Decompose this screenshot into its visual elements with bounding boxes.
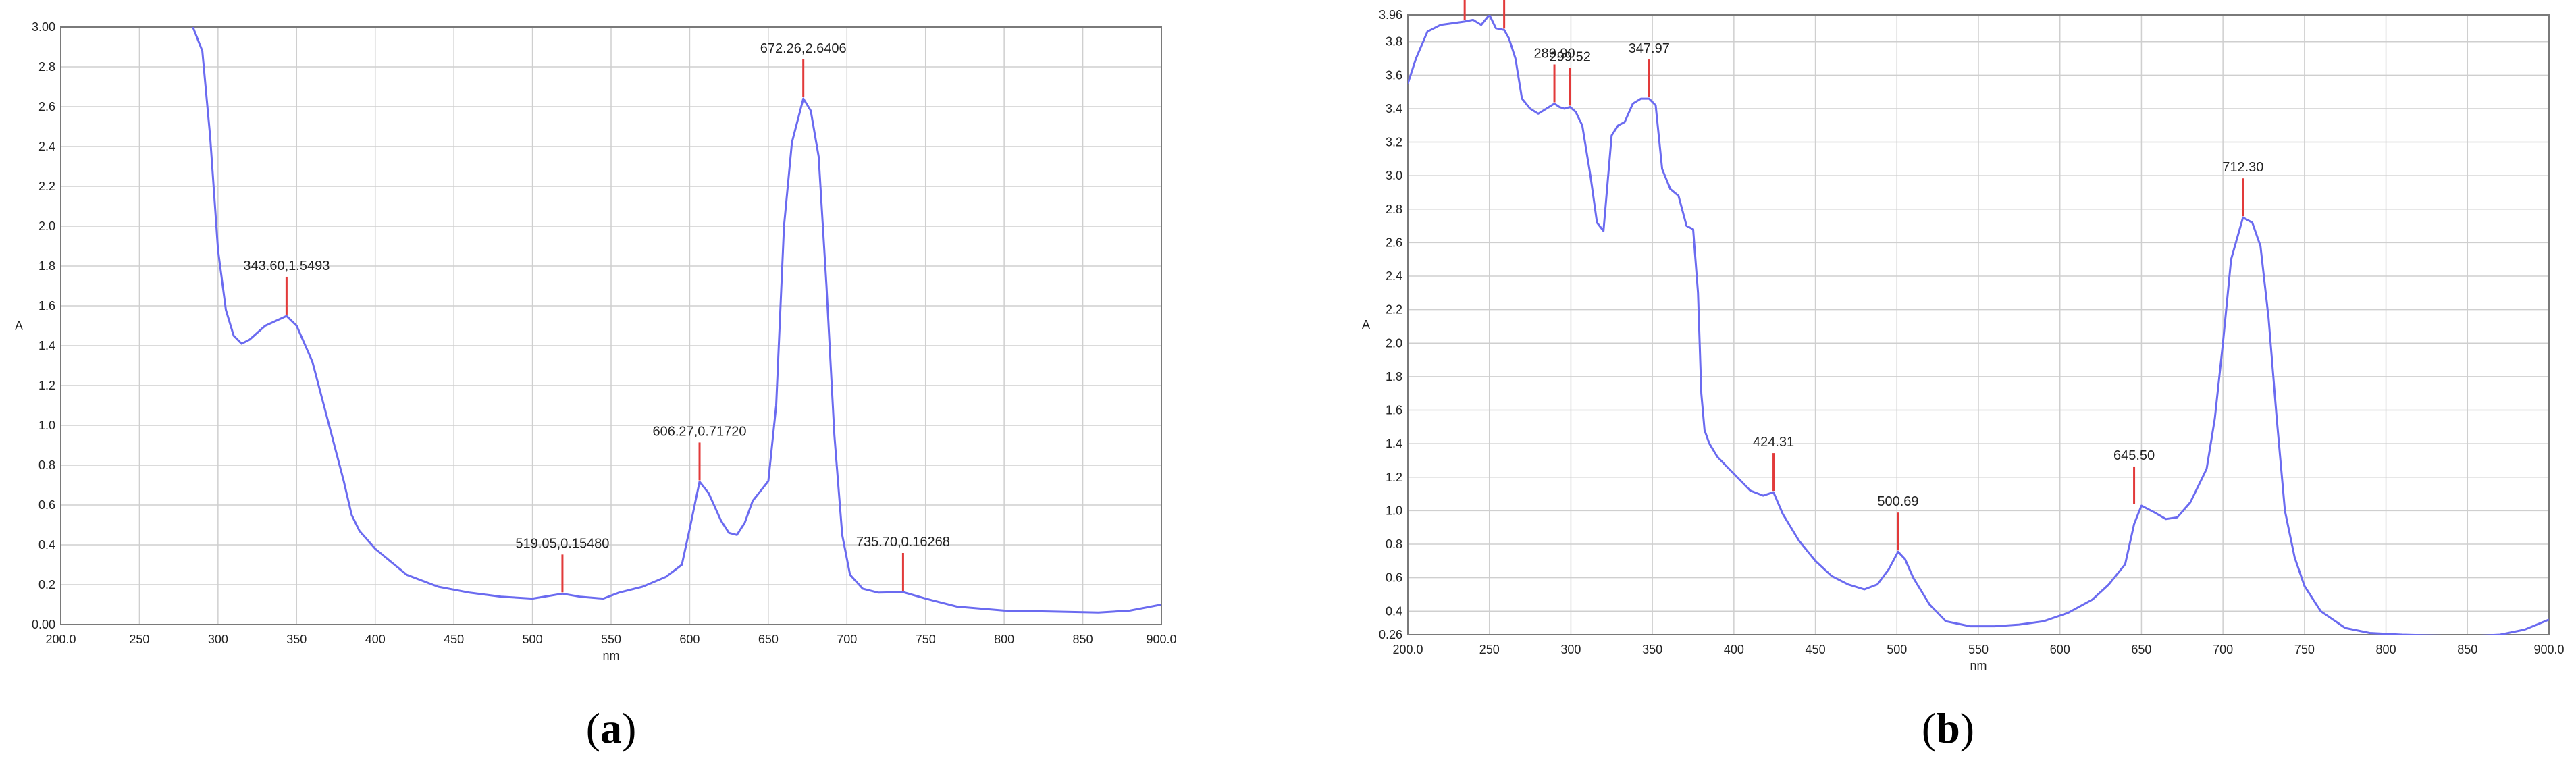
y-tick-label: 1.2 xyxy=(1386,471,1402,484)
y-tick-label: 0.2 xyxy=(38,578,55,591)
peak-label: 347.97 xyxy=(1629,41,1670,56)
y-tick-label: 2.8 xyxy=(38,60,55,74)
x-tick-label: 900.0 xyxy=(2533,643,2564,656)
peak-label: 424.31 xyxy=(1753,435,1794,450)
x-tick-label: 700 xyxy=(837,633,857,646)
y-tick-label: 1.2 xyxy=(38,379,55,392)
peak-label: 606.27,0.71720 xyxy=(653,424,747,439)
y-tick-label: 1.4 xyxy=(38,339,55,352)
y-tick-label: 0.00 xyxy=(32,618,55,631)
gridlines xyxy=(60,26,1162,625)
plot-frame xyxy=(60,26,1162,625)
spectrum-line xyxy=(192,27,1161,614)
peak-label: 299.52 xyxy=(1550,49,1591,64)
y-tick-label: 2.4 xyxy=(1386,269,1402,283)
x-tick-label: 600 xyxy=(679,633,700,646)
x-tick-label: 250 xyxy=(1479,643,1500,656)
peak-label: 672.26,2.6406 xyxy=(760,41,847,56)
y-tick-label: 0.8 xyxy=(38,458,55,472)
x-tick-label: 650 xyxy=(758,633,779,646)
x-tick-label: 550 xyxy=(601,633,621,646)
peak-label: 289.90 xyxy=(1533,46,1575,61)
y-tick-label: 0.4 xyxy=(38,538,55,552)
peak-label: 645.50 xyxy=(2113,448,2155,463)
chart-a: 200.0 250 300 350 400 450 500 550 600 650 700 750 80… xyxy=(15,20,1177,752)
x-tick-label: 450 xyxy=(1806,643,1826,656)
x-tick-label: 350 xyxy=(1642,643,1662,656)
y-tick-label: 0.4 xyxy=(1386,604,1402,618)
y-tick-label: 2.6 xyxy=(1386,236,1402,249)
panel-label-letter: a xyxy=(600,704,622,752)
x-tick-label: 500 xyxy=(1887,643,1907,656)
x-tick-label: 400 xyxy=(365,633,386,646)
y-tick-label: 3.4 xyxy=(1386,102,1402,115)
x-tick-label: 750 xyxy=(2294,643,2315,656)
x-axis-label: nm xyxy=(602,649,619,662)
x-tick-label: 850 xyxy=(1073,633,1093,646)
y-tick-label: 0.6 xyxy=(38,498,55,512)
x-tick-label: 800 xyxy=(994,633,1014,646)
peak-label: 735.70,0.16268 xyxy=(856,535,950,550)
x-tick-label: 650 xyxy=(2131,643,2151,656)
y-tick-label: 2.8 xyxy=(1386,203,1402,216)
x-tick-label: 200.0 xyxy=(1392,643,1423,656)
x-tick-label: 400 xyxy=(1724,643,1744,656)
y-axis-label: A xyxy=(15,319,23,333)
x-tick-label: 300 xyxy=(1560,643,1581,656)
y-tick-label: 2.0 xyxy=(1386,336,1402,350)
y-tick-label: 3.2 xyxy=(1386,136,1402,149)
x-tick-label: 500 xyxy=(523,633,543,646)
y-tick-label: 3.0 xyxy=(1386,169,1402,182)
y-tick-label: 1.8 xyxy=(1386,370,1402,383)
panel-label-close: ) xyxy=(1960,704,1974,752)
x-tick-label: 550 xyxy=(1968,643,1989,656)
x-axis-label: nm xyxy=(1970,659,1987,672)
y-tick-label: 1.6 xyxy=(38,299,55,313)
plot-frame xyxy=(1407,14,2550,635)
spectrum-line xyxy=(1408,15,2549,635)
y-tick-label: 2.0 xyxy=(38,219,55,233)
y-tick-label: 0.8 xyxy=(1386,537,1402,551)
y-tick-label: 1.0 xyxy=(38,419,55,432)
panel-label: (b) xyxy=(1922,704,1974,752)
y-tick-label: 3.8 xyxy=(1386,35,1402,49)
y-tick-label: 2.2 xyxy=(1386,303,1402,317)
x-tick-label: 700 xyxy=(2213,643,2233,656)
panel-label-letter: b xyxy=(1936,704,1960,752)
x-tick-label: 300 xyxy=(208,633,228,646)
chart-b: 200.0 250 300 350 400 450 500 550 600 650 700 750 80… xyxy=(1362,0,2565,752)
y-tick-label: 0.26 xyxy=(1379,628,1402,641)
peak-label: 712.30 xyxy=(2222,160,2263,175)
y-tick-label: 1.6 xyxy=(1386,404,1402,417)
x-tick-label: 450 xyxy=(444,633,464,646)
peak-label: 500.69 xyxy=(1877,494,1918,509)
x-tick-label: 600 xyxy=(2050,643,2070,656)
x-tick-label: 200.0 xyxy=(45,633,76,646)
x-tick-label: 850 xyxy=(2457,643,2477,656)
y-tick-label: 2.6 xyxy=(38,100,55,113)
panel-label-open: ( xyxy=(586,704,600,752)
y-tick-label: 2.2 xyxy=(38,180,55,193)
x-tick-label: 750 xyxy=(916,633,936,646)
y-tick-label: 3.00 xyxy=(32,20,55,34)
y-tick-label: 2.4 xyxy=(38,140,55,153)
x-tick-label: 800 xyxy=(2376,643,2396,656)
y-tick-label: 3.6 xyxy=(1386,68,1402,82)
panel-label: (a) xyxy=(586,704,637,752)
y-axis-label: A xyxy=(1362,318,1370,332)
y-tick-label: 3.96 xyxy=(1379,8,1402,22)
peak-label: 343.60,1.5493 xyxy=(243,259,330,273)
panel-label-close: ) xyxy=(622,704,636,752)
peak-label: 519.05,0.15480 xyxy=(515,536,609,551)
x-tick-label: 250 xyxy=(129,633,149,646)
x-tick-label: 900.0 xyxy=(1146,633,1176,646)
x-tick-label: 350 xyxy=(286,633,307,646)
y-tick-label: 1.4 xyxy=(1386,437,1402,450)
y-tick-label: 1.8 xyxy=(38,259,55,273)
y-tick-label: 1.0 xyxy=(1386,504,1402,517)
y-tick-label: 0.6 xyxy=(1386,571,1402,585)
panel-label-open: ( xyxy=(1922,704,1936,752)
